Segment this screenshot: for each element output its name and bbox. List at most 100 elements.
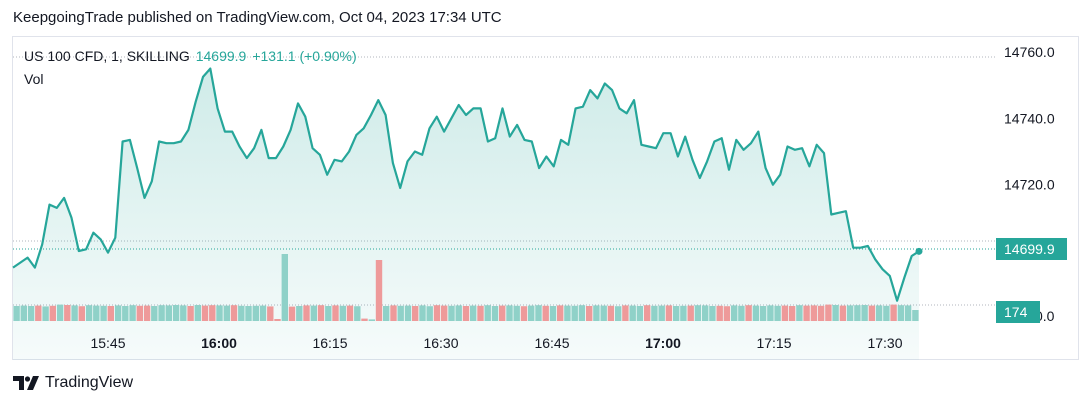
volume-bar <box>288 306 296 321</box>
volume-bar <box>499 305 506 321</box>
volume-bar <box>883 305 890 321</box>
volume-bar <box>506 305 513 321</box>
volume-bar <box>709 306 716 321</box>
volume-bar <box>912 310 919 321</box>
volume-bar <box>194 305 201 321</box>
volume-bar <box>731 305 738 321</box>
price-line <box>12 67 920 302</box>
volume-bar <box>723 306 731 321</box>
volume-bar <box>419 305 426 321</box>
volume-bar <box>817 305 825 321</box>
x-axis: 15:45 16:00 16:15 16:30 16:45 17:00 17:15 17:30 <box>90 335 902 351</box>
volume-bar <box>557 305 564 321</box>
volume-bar <box>774 305 781 321</box>
y-tick-label: 14720.0 <box>1004 177 1055 193</box>
volume-bar <box>346 305 354 321</box>
volume-bar <box>571 305 578 321</box>
volume-bar <box>332 305 339 321</box>
volume-bar <box>825 304 832 321</box>
volume-bar <box>593 305 600 321</box>
x-tick-label: 16:45 <box>534 335 569 351</box>
volume-bar <box>615 306 622 321</box>
volume-bar <box>64 305 71 321</box>
volume-bar <box>303 305 310 321</box>
volume-bar <box>245 306 252 321</box>
volume-bar <box>687 305 694 321</box>
volume-bar <box>209 305 216 321</box>
volume-bar <box>455 305 462 321</box>
volume-bar <box>13 306 20 321</box>
volume-bar <box>752 305 760 321</box>
volume-bar <box>854 305 861 321</box>
volume-label: Vol <box>24 71 44 87</box>
volume-bar <box>832 305 839 321</box>
volume-bar <box>673 306 680 321</box>
footer-brand[interactable]: TradingView <box>13 374 133 392</box>
volume-bar <box>441 305 448 321</box>
publish-info: KeepgoingTrade published on TradingView.… <box>13 9 502 26</box>
volume-bar <box>578 305 586 321</box>
volume-bar <box>759 306 767 321</box>
volume-bar <box>528 305 535 321</box>
volume-bar <box>897 305 905 321</box>
volume-bar <box>404 305 412 321</box>
volume-bar <box>426 306 433 321</box>
volume-bar <box>397 305 404 321</box>
volume-bar <box>361 318 368 321</box>
volume-bar <box>839 305 847 321</box>
volume-bar <box>738 305 745 321</box>
volume-bar <box>368 319 375 321</box>
volume-bar <box>143 305 151 321</box>
volume-bar <box>600 305 607 321</box>
volume-bar <box>803 305 810 321</box>
volume-bar <box>651 305 658 321</box>
volume-bar <box>238 305 245 321</box>
x-tick-label: 16:00 <box>201 335 237 351</box>
x-tick-label: 17:00 <box>645 335 681 351</box>
volume-bar <box>93 305 100 321</box>
symbol-label: US 100 CFD, 1, SKILLING <box>24 48 190 64</box>
volume-bar <box>875 305 883 321</box>
volume-bar <box>607 305 615 321</box>
volume-bar <box>520 306 528 321</box>
volume-bar <box>644 305 651 321</box>
volume-bar <box>223 305 230 321</box>
volume-bar <box>412 306 419 321</box>
x-tick-label: 17:15 <box>756 335 791 351</box>
volume-bar <box>383 306 390 321</box>
volume-bar <box>114 305 122 321</box>
volume-bar <box>890 304 897 321</box>
volume-bar <box>180 305 187 321</box>
volume-bar <box>71 305 78 321</box>
volume-bar <box>868 305 876 321</box>
volume-bar <box>27 306 35 321</box>
last-value-label: 14699.9 <box>195 48 247 64</box>
volume-bar <box>491 306 499 321</box>
volume-bar <box>745 305 752 321</box>
volume-bar <box>716 305 723 321</box>
volume-bar <box>796 305 803 321</box>
x-tick-label: 16:30 <box>423 335 458 351</box>
volume-badge: 174 <box>996 301 1040 323</box>
volume-bar <box>165 305 172 321</box>
x-tick-label: 16:15 <box>312 335 347 351</box>
x-tick-label: 17:30 <box>867 335 902 351</box>
volume-bar <box>810 305 818 321</box>
volume-bar <box>281 254 288 321</box>
volume-bar <box>788 306 796 321</box>
volume-bar <box>375 260 383 321</box>
y-tick-label: 14760.0 <box>1004 44 1055 60</box>
volume-bar <box>151 306 158 321</box>
price-badge: 14699.9 <box>996 238 1067 260</box>
volume-bar <box>767 305 774 321</box>
volume-bar <box>252 305 259 321</box>
volume-bar <box>20 305 27 321</box>
volume-bar <box>56 304 64 321</box>
volume-bar <box>694 305 702 321</box>
volume-bar <box>629 305 636 321</box>
volume-bar <box>622 305 629 321</box>
volume-bar <box>861 305 868 321</box>
volume-bar <box>846 305 854 321</box>
